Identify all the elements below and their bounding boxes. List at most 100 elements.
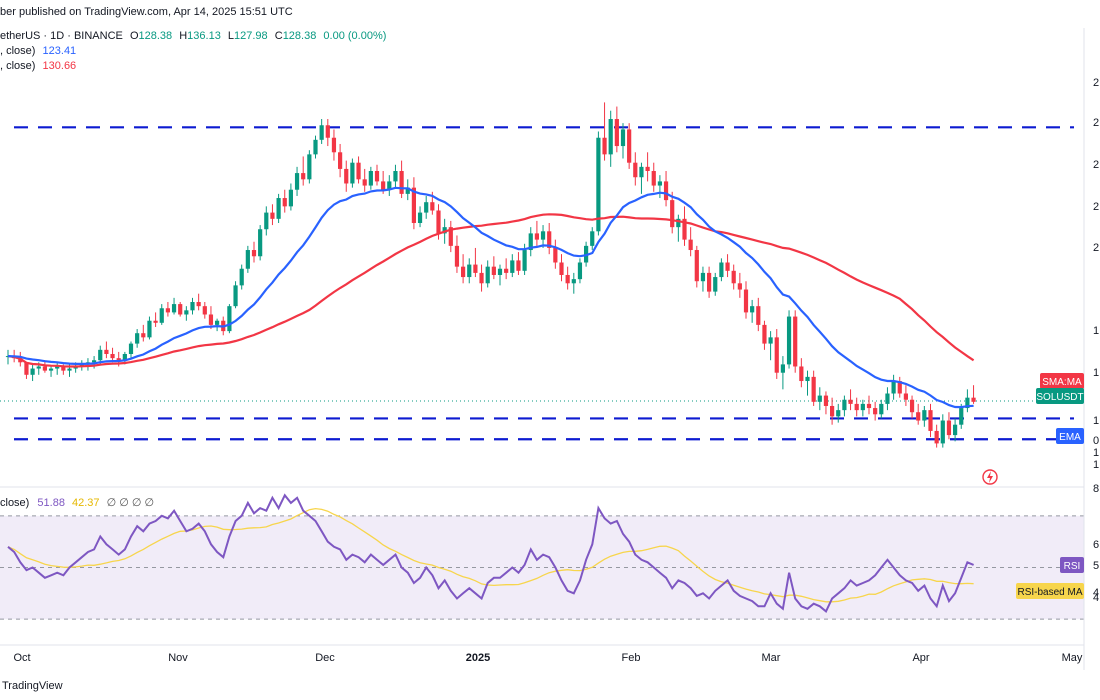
candle-body: [387, 181, 392, 190]
candle-body: [436, 210, 441, 234]
candle-body: [602, 137, 607, 155]
candle-body: [725, 262, 730, 271]
candle-body: [18, 358, 23, 363]
candle-body: [48, 368, 54, 371]
candle-body: [301, 173, 306, 180]
candle-body: [61, 366, 66, 371]
alert-icon-bolt: [987, 471, 993, 483]
candle-body: [953, 424, 958, 436]
candle-body: [719, 262, 724, 278]
candle-body: [965, 397, 970, 409]
footer-brand: TradingView: [2, 680, 63, 692]
price-axis-label: 2: [1093, 242, 1099, 254]
ema-legend[interactable]: , close) 123.41: [0, 45, 77, 57]
candle-body: [971, 397, 976, 402]
rsi-legend[interactable]: close) 51.88 42.37 ∅ ∅ ∅ ∅: [0, 497, 155, 509]
candle-body: [756, 306, 761, 325]
candle-body: [276, 198, 281, 219]
candle-body: [805, 376, 810, 382]
candle-body: [288, 189, 293, 207]
candle-body: [571, 279, 576, 284]
candle-body: [36, 366, 41, 369]
candle-body: [294, 173, 300, 190]
candle-body: [55, 366, 60, 369]
rsi-line: [7, 493, 974, 613]
candle-body: [799, 366, 804, 382]
candle-body: [497, 268, 503, 275]
candle-body: [319, 125, 324, 140]
candle-body: [830, 405, 835, 417]
candle-body: [627, 129, 632, 163]
candle-body: [368, 171, 373, 186]
candle-body: [873, 408, 878, 415]
candle-body: [258, 229, 263, 257]
candle-body: [922, 410, 927, 421]
time-axis-tick: 2025: [466, 652, 490, 664]
price-axis-label: 8: [1093, 483, 1099, 495]
candle-body: [202, 306, 207, 315]
sma-legend[interactable]: , close) 130.66: [0, 60, 77, 72]
sma-legend-value: 130.66: [42, 60, 77, 72]
candle-body: [793, 316, 798, 367]
candle-body: [663, 181, 669, 201]
candle-body: [700, 272, 706, 282]
sma-tag-bg: [1040, 373, 1084, 389]
candle-body: [676, 218, 681, 228]
sma-tag: SMA:MA: [1042, 377, 1082, 388]
candle-body: [528, 233, 533, 251]
candle-body: [504, 268, 509, 273]
candle-body: [393, 171, 398, 182]
symbol-text: etherUS · 1D · BINANCE: [0, 30, 123, 42]
candle-body: [122, 353, 127, 361]
rsi-empty-values: ∅ ∅ ∅ ∅: [106, 497, 155, 509]
support-resistance-levels: [14, 126, 1074, 441]
candle-body: [547, 231, 552, 248]
candle-body: [430, 202, 435, 211]
candle-body: [713, 277, 718, 292]
candle-body: [196, 302, 201, 307]
candle-body: [30, 368, 35, 375]
symbol-tag: SOLUSDT: [1036, 392, 1083, 403]
candle-body: [510, 260, 515, 273]
rsi-ma-line: [7, 507, 974, 603]
time-axis-tick: Feb: [622, 652, 641, 664]
candle-body: [534, 233, 539, 240]
candle-body: [688, 239, 693, 251]
close-value: 128.38: [282, 30, 317, 42]
candle-body: [307, 154, 312, 180]
candle-body: [909, 399, 915, 413]
candle-body: [461, 266, 466, 278]
rsi-band-fill: [0, 515, 1084, 620]
candle-body: [356, 162, 361, 180]
candle-body: [245, 250, 250, 269]
candle-body: [338, 152, 343, 169]
candle-body: [227, 306, 232, 332]
candle-body: [934, 430, 939, 444]
candle-body: [811, 376, 816, 402]
low-value: 127.98: [234, 30, 268, 42]
candle-body: [731, 270, 736, 284]
open-value: 128.38: [138, 30, 173, 42]
price-axis-label: 5: [1093, 560, 1099, 572]
candle-body: [171, 304, 177, 313]
time-axis-tick: Apr: [912, 652, 929, 664]
candle-body: [682, 218, 687, 240]
rsi-lines: [7, 493, 974, 613]
candle-body: [98, 349, 103, 361]
grid-lines: [0, 28, 1085, 670]
time-axis-tick: Dec: [315, 652, 335, 664]
candle-body: [264, 212, 269, 230]
candle-body: [614, 119, 619, 147]
candle-body: [448, 227, 453, 246]
candle-body: [467, 264, 472, 278]
published-text: ber published on TradingView.com, Apr 14…: [0, 6, 293, 18]
candle-body: [184, 310, 189, 315]
candle-body: [424, 202, 429, 213]
time-axis-tick: May: [1062, 652, 1083, 664]
candle-body: [190, 302, 195, 311]
candle-body: [165, 308, 170, 313]
candle-body: [553, 247, 558, 263]
candle-body: [946, 420, 952, 436]
